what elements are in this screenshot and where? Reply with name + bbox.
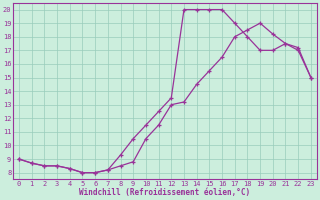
X-axis label: Windchill (Refroidissement éolien,°C): Windchill (Refroidissement éolien,°C): [79, 188, 251, 197]
